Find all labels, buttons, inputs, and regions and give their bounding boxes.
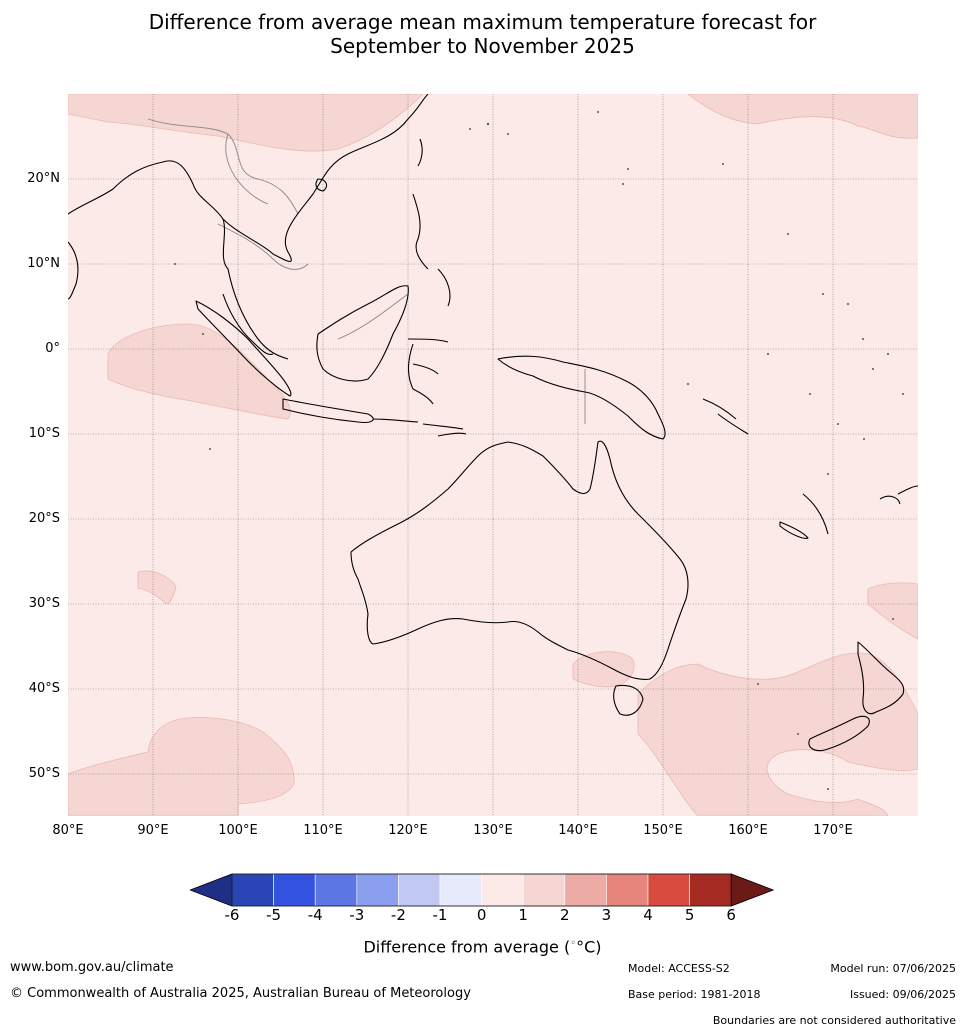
lat-label-20s: 20°S (28, 511, 60, 526)
lon-label-160e: 160°E (728, 823, 768, 838)
colorbar-swatch (273, 873, 316, 907)
anomaly-patch-west-indian-ocean (137, 570, 177, 605)
colorbar-label-degree: ◦ (570, 938, 577, 949)
footer-issued: Issued: 09/06/2025 (849, 988, 956, 1001)
colorbar-tick-label: -4 (307, 906, 323, 924)
colorbar-tick-label: 0 (476, 906, 487, 924)
colorbar-swatch (564, 873, 607, 907)
lat-label-40s: 40°S (28, 681, 60, 696)
pacific-islands (174, 111, 904, 790)
colorbar-arrow-low (188, 873, 233, 907)
coast-nz-south-island (808, 715, 870, 752)
coast-tasmania (613, 684, 644, 716)
footer-disclaimer: Boundaries are not considered authoritat… (712, 1014, 956, 1027)
lon-label-140e: 140°E (558, 823, 598, 838)
footer-website[interactable]: www.bom.gov.au/climate (10, 960, 174, 975)
colorbar-swatch (606, 873, 649, 907)
anomaly-patch-southern-ocean (637, 652, 918, 816)
lon-label-110e: 110°E (303, 823, 343, 838)
coast-new-guinea (497, 355, 666, 440)
border-borneo (337, 293, 409, 340)
coast-new-caledonia (779, 521, 809, 539)
coast-taiwan (417, 138, 423, 167)
footer-model-run: Model run: 07/06/2025 (830, 962, 956, 975)
colorbar (188, 872, 775, 908)
lon-label-100e: 100°E (218, 823, 258, 838)
colorbar-tick-label: 1 (518, 906, 528, 924)
colorbar-swatch (439, 873, 482, 907)
lat-label-30s: 30°S (28, 596, 60, 611)
coast-asia-mainland (68, 94, 429, 360)
coast-malay-peninsula (222, 293, 274, 356)
colorbar-label-unit: °C) (576, 937, 602, 957)
footer-copyright: © Commonwealth of Australia 2025, Austra… (10, 986, 471, 1001)
colorbar-tick-label: -1 (432, 906, 448, 924)
coast-hainan (315, 178, 328, 192)
lat-label-10s: 10°S (28, 426, 60, 441)
colorbar-swatches (188, 873, 775, 907)
colorbar-tick-label: -3 (349, 906, 365, 924)
lat-label-0: 0° (45, 341, 60, 356)
colorbar-tick-label: 2 (560, 906, 570, 924)
forecast-map (68, 94, 918, 816)
coast-india (68, 241, 79, 300)
warm-anomaly-areas (68, 94, 918, 816)
lon-label-80e: 80°E (52, 823, 84, 838)
colorbar-swatch (314, 873, 358, 907)
coast-sumatra (195, 300, 292, 397)
lon-label-170e: 170°E (813, 823, 853, 838)
lat-label-50s: 50°S (28, 766, 60, 781)
colorbar-tick-label: 5 (684, 906, 695, 924)
colorbar-label: Difference from average (◦°C) (0, 934, 965, 957)
lon-label-130e: 130°E (473, 823, 513, 838)
footer-model: Model: ACCESS-S2 (628, 962, 730, 975)
colorbar-tick-label: -2 (390, 906, 406, 924)
border-mainland-asia (147, 118, 309, 270)
anomaly-patch-tasman-sea (572, 651, 635, 688)
lat-label-20n: 20°N (27, 171, 60, 186)
lon-label-90e: 90°E (137, 823, 169, 838)
map-canvas (68, 94, 918, 816)
anomaly-patch-indian-ocean (107, 323, 291, 420)
coast-philippines (412, 193, 451, 307)
colorbar-swatch (647, 873, 690, 907)
coast-australia (350, 440, 689, 680)
colorbar-tick-label: 6 (726, 906, 736, 924)
lon-label-120e: 120°E (388, 823, 428, 838)
colorbar-tick-label: -5 (266, 906, 282, 924)
coastlines (68, 94, 918, 752)
coast-java (282, 398, 374, 423)
colorbar-swatch (398, 873, 441, 907)
colorbar-label-text: Difference from average ( (363, 937, 571, 957)
anomaly-patch-north-pacific (687, 94, 918, 139)
coast-solomon (702, 398, 749, 435)
graticule (68, 94, 918, 816)
colorbar-tick-label: -6 (224, 906, 240, 924)
map-title: Difference from average mean maximum tem… (0, 10, 965, 58)
coast-lesser-sunda (372, 418, 467, 437)
colorbar-swatch (356, 873, 399, 907)
colorbar-swatch (481, 873, 524, 907)
title-line-2: September to November 2025 (330, 34, 635, 58)
lat-label-10n: 10°N (27, 256, 60, 271)
colorbar-arrow-high (730, 873, 775, 907)
colorbar-swatch (689, 873, 732, 907)
lon-label-150e: 150°E (643, 823, 683, 838)
coast-vanuatu-fiji (802, 485, 918, 535)
country-borders (147, 118, 586, 424)
footer-base-period: Base period: 1981-2018 (628, 988, 761, 1001)
coast-borneo (316, 285, 409, 382)
colorbar-tick-label: 4 (643, 906, 653, 924)
coast-nz-north-island (857, 641, 905, 715)
coast-sulawesi (407, 338, 449, 405)
colorbar-swatch (231, 873, 274, 907)
title-line-1: Difference from average mean maximum tem… (148, 10, 817, 34)
colorbar-tick-label: 3 (601, 906, 612, 924)
anomaly-patch-east-subtropical (867, 582, 918, 640)
anomaly-patch-south-indian-ocean (68, 717, 295, 816)
anomaly-patch-china (68, 94, 424, 152)
colorbar-swatch (522, 873, 566, 907)
